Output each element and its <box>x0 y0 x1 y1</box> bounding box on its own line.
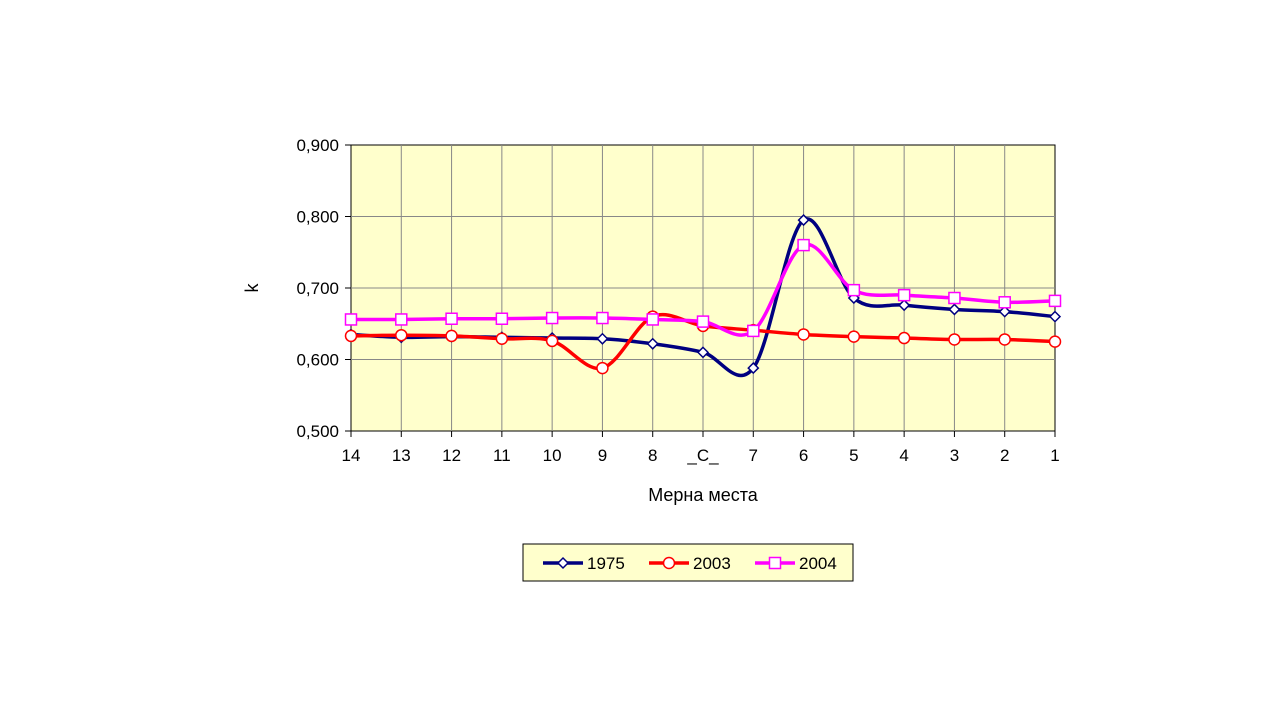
x-tick-label: 9 <box>598 446 607 465</box>
data-point-2004 <box>847 283 861 297</box>
legend-marker <box>768 556 782 570</box>
data-point-2004 <box>545 311 559 325</box>
legend: 1975 2003 2004 <box>522 543 854 582</box>
data-point-2003 <box>545 334 559 348</box>
x-tick-label: 14 <box>342 446 361 465</box>
legend-label: 2004 <box>799 554 837 573</box>
data-point-1975 <box>696 346 710 359</box>
data-point-2004 <box>797 238 810 252</box>
data-point-1975 <box>898 299 911 312</box>
data-point-2003 <box>344 329 358 343</box>
y-tick-label: 0,800 <box>296 208 339 227</box>
x-tick-label: 3 <box>950 446 959 465</box>
x-tick-label: 13 <box>392 446 411 465</box>
data-point-2003 <box>495 332 509 346</box>
y-tick-label: 0,600 <box>296 351 339 370</box>
data-point-1975 <box>948 303 961 316</box>
legend-item-2004: 2004 <box>755 554 837 573</box>
x-tick-label: 7 <box>749 446 758 465</box>
x-axis: 14 13 12 11 10 9 8 _C_ 7 6 5 4 3 2 1 <box>342 431 1060 465</box>
legend-label: 2003 <box>693 554 731 573</box>
legend-item-1975: 1975 <box>543 554 625 573</box>
data-point-2004 <box>747 324 760 338</box>
data-point-2003 <box>797 328 810 341</box>
data-point-2003 <box>445 329 458 343</box>
x-axis-title: Мерна места <box>648 485 759 505</box>
data-point-2003 <box>847 330 861 343</box>
legend-label: 1975 <box>587 554 625 573</box>
data-point-2004 <box>596 311 609 325</box>
data-point-2004 <box>495 312 509 325</box>
data-point-2004 <box>696 315 710 328</box>
y-axis-title: k <box>242 283 262 293</box>
x-tick-label: 11 <box>493 446 511 465</box>
y-tick-label: 0,500 <box>296 422 339 441</box>
data-point-2004 <box>1048 294 1062 308</box>
data-point-2003 <box>596 361 609 375</box>
y-tick-label: 0,700 <box>296 279 339 298</box>
data-point-2004 <box>998 296 1011 309</box>
x-tick-label: 6 <box>799 446 808 465</box>
data-point-2004 <box>445 312 458 325</box>
data-point-2003 <box>998 333 1011 346</box>
data-point-2004 <box>897 288 911 302</box>
x-tick-label: _C_ <box>686 446 719 465</box>
legend-item-2003: 2003 <box>649 554 731 573</box>
data-point-2004 <box>948 291 961 305</box>
data-series <box>344 214 1062 378</box>
data-point-2003 <box>395 328 408 342</box>
data-point-2004 <box>646 313 659 326</box>
data-point-1975 <box>646 337 659 350</box>
x-tick-label: 8 <box>648 446 657 465</box>
data-point-2004 <box>395 313 408 326</box>
legend-marker <box>662 556 676 570</box>
data-point-1975 <box>998 305 1011 318</box>
data-point-2003 <box>897 331 911 345</box>
data-point-1975 <box>797 214 810 227</box>
data-point-2003 <box>948 333 961 346</box>
x-tick-label: 4 <box>899 446 908 465</box>
x-tick-label: 10 <box>543 446 562 465</box>
x-tick-label: 12 <box>442 446 461 465</box>
data-point-2004 <box>344 313 358 326</box>
y-tick-label: 0,900 <box>296 136 339 155</box>
data-point-1975 <box>747 362 760 375</box>
y-axis: 0,500 0,600 0,700 0,800 0,900 <box>296 136 351 441</box>
x-tick-label: 1 <box>1050 446 1059 465</box>
grid-lines <box>351 145 1055 431</box>
data-point-1975 <box>596 332 609 345</box>
x-tick-label: 5 <box>849 446 858 465</box>
series-line-2004 <box>350 242 1056 337</box>
data-point-2003 <box>1048 335 1062 348</box>
data-point-1975 <box>1048 310 1062 323</box>
series-2004 <box>344 238 1062 338</box>
x-tick-label: 2 <box>1000 446 1009 465</box>
legend-marker <box>556 556 570 570</box>
